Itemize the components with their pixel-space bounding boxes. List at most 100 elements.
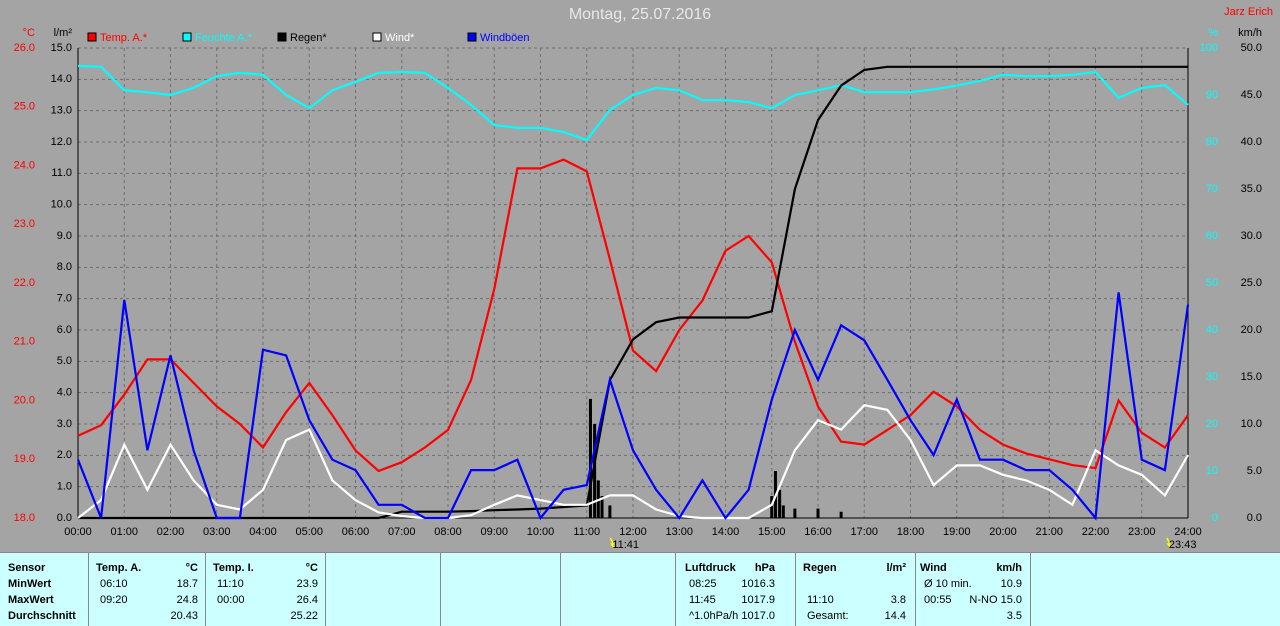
marker-icon [1166, 537, 1172, 549]
marker-icon [609, 537, 615, 549]
x-tick-label: 11:00 [573, 526, 600, 538]
axis-unit: % [1208, 27, 1218, 39]
y-tick-label: 70 [1206, 183, 1218, 195]
rain-bar [816, 508, 820, 518]
x-tick-label: 22:00 [1082, 526, 1110, 538]
column-unit: km/h [996, 562, 1022, 574]
chart: Montag, 25.07.2016 Jarz Erich 00:00 01:00… [14, 6, 1273, 551]
cell-time: Gesamt: [807, 610, 849, 622]
axis-unit: °C [23, 27, 35, 39]
x-tick-label: 03:00 [203, 526, 231, 538]
column-title: Temp. I. [213, 562, 254, 574]
x-tick-label: 20:00 [989, 526, 1017, 538]
cell-value: 25.22 [290, 610, 318, 622]
rain-bar [588, 398, 592, 518]
y-tick-label: 0.0 [57, 512, 72, 524]
rain-bar [608, 505, 612, 518]
column-unit: hPa [754, 562, 775, 574]
y-tick-label: 0.0 [1247, 512, 1262, 524]
x-tick-label: 01:00 [110, 526, 138, 538]
y-tick-label: 8.0 [57, 261, 72, 273]
y-tick-label: 10.0 [51, 199, 72, 211]
rain-bar [600, 496, 604, 518]
y-tick-label: 40 [1206, 324, 1218, 336]
y-tick-label: 3.0 [57, 418, 72, 430]
x-tick-label: 12:00 [619, 526, 647, 538]
cell-time: ^1.0hPa/h [689, 610, 739, 622]
x-tick-label: 18:00 [897, 526, 925, 538]
column-title: Regen [803, 562, 837, 574]
y-tick-label: 23.0 [14, 218, 35, 230]
y-tick-label: 24.0 [14, 159, 35, 171]
cell-value: N-NO 15.0 [969, 594, 1022, 606]
y-tick-label: 5.0 [57, 355, 72, 367]
y-tick-label: 15.0 [51, 42, 72, 54]
y-tick-label: 6.0 [57, 324, 72, 336]
x-tick-label: 07:00 [388, 526, 416, 538]
cell-time: 11:10 [217, 578, 244, 590]
cell-value: 23.9 [296, 578, 318, 590]
x-tick-label: 14:00 [712, 526, 740, 538]
separator [560, 553, 561, 626]
y-tick-label: 30.0 [1241, 230, 1262, 242]
axis-unit: l/m² [54, 27, 73, 39]
x-tick-label: 19:00 [943, 526, 971, 538]
y-tick-label: 20.0 [14, 394, 35, 406]
separator [795, 553, 796, 626]
rain-bar [778, 489, 782, 518]
x-tick-label: 05:00 [295, 526, 323, 538]
cell-time: 00:55 [924, 594, 952, 606]
x-tick-label: 17:00 [850, 526, 878, 538]
separator [88, 553, 89, 626]
y-tick-label: 21.0 [14, 336, 35, 348]
y-tick-label: 50 [1206, 277, 1218, 289]
rain-bar [839, 511, 843, 518]
x-tick-label: 21:00 [1035, 526, 1063, 538]
cell-value: 24.8 [176, 594, 198, 606]
y-tick-label: 26.0 [14, 42, 35, 54]
legend-label: Windböen [480, 32, 530, 44]
y-tick-label: 13.0 [51, 105, 72, 117]
separator [915, 553, 916, 626]
y-tick-label: 80 [1206, 136, 1218, 148]
cell-value: 1016.3 [741, 578, 775, 590]
axis-unit: km/h [1238, 27, 1262, 39]
y-tick-label: 40.0 [1241, 136, 1262, 148]
cell-time: Ø 10 min. [924, 578, 972, 590]
cell-value: 14.4 [884, 610, 906, 622]
column-title: Wind [920, 562, 947, 574]
legend-label: Regen* [290, 32, 327, 44]
rain-bar [593, 424, 597, 518]
series-line [77, 404, 1189, 520]
y-tick-label: 35.0 [1241, 183, 1262, 195]
x-tick-label: 24:00 [1174, 526, 1202, 538]
legend-swatch [467, 32, 477, 42]
x-tick-label: 08:00 [434, 526, 462, 538]
y-tick-label: 30 [1206, 371, 1218, 383]
column-title: Luftdruck [685, 562, 736, 574]
y-tick-label: 25.0 [1241, 277, 1262, 289]
y-tick-label: 100 [1200, 42, 1218, 54]
separator [1030, 553, 1031, 626]
legend-swatch [372, 32, 382, 42]
y-tick-label: 20 [1206, 418, 1218, 430]
cell-time: 11:45 [689, 594, 716, 606]
rain-bar [781, 505, 785, 518]
x-tick-label: 00:00 [64, 526, 92, 538]
cell-time: 08:25 [689, 578, 717, 590]
separator [440, 553, 441, 626]
marker-label: 11:41 [612, 539, 639, 551]
legend-label: Feuchte A.* [195, 32, 253, 44]
x-tick-label: 06:00 [342, 526, 370, 538]
cell-time: 06:10 [100, 578, 128, 590]
rain-bar [793, 508, 797, 518]
separator [205, 553, 206, 626]
cell-value: 26.4 [296, 594, 318, 606]
y-tick-label: 50.0 [1241, 42, 1262, 54]
sensor-label: Sensor [8, 562, 46, 574]
x-tick-label: 13:00 [665, 526, 693, 538]
y-tick-label: 7.0 [57, 293, 72, 305]
x-tick-label: 02:00 [157, 526, 185, 538]
x-tick-label: 04:00 [249, 526, 277, 538]
